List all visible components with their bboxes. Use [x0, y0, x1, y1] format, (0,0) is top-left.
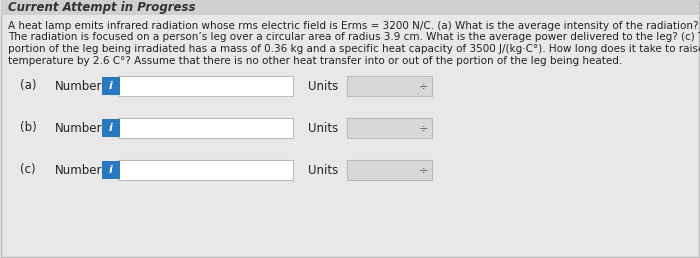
Bar: [347, 160, 432, 180]
Bar: [118, 118, 293, 138]
Text: (a): (a): [20, 79, 36, 93]
Text: ÷: ÷: [419, 123, 428, 133]
Bar: [347, 118, 432, 138]
Text: The radiation is focused on a person’s leg over a circular area of radius 3.9 cm: The radiation is focused on a person’s l…: [8, 33, 700, 43]
Bar: [347, 76, 432, 96]
Text: ÷: ÷: [419, 165, 428, 175]
Text: Number: Number: [55, 122, 102, 134]
FancyBboxPatch shape: [102, 77, 120, 95]
Text: Current Attempt in Progress: Current Attempt in Progress: [8, 2, 195, 14]
Text: Units: Units: [308, 122, 338, 134]
Bar: [118, 76, 293, 96]
Text: Number: Number: [55, 79, 102, 93]
Text: i: i: [109, 165, 113, 175]
Text: Units: Units: [308, 79, 338, 93]
Bar: [118, 160, 293, 180]
Text: i: i: [109, 123, 113, 133]
Text: portion of the leg being irradiated has a mass of 0.36 kg and a specific heat ca: portion of the leg being irradiated has …: [8, 44, 700, 54]
Text: ÷: ÷: [419, 81, 428, 91]
Text: (c): (c): [20, 164, 36, 176]
Text: i: i: [109, 81, 113, 91]
Text: (b): (b): [20, 122, 36, 134]
Text: temperature by 2.6 C°? Assume that there is no other heat transfer into or out o: temperature by 2.6 C°? Assume that there…: [8, 55, 622, 66]
Text: Number: Number: [55, 164, 102, 176]
FancyBboxPatch shape: [102, 161, 120, 179]
FancyBboxPatch shape: [102, 119, 120, 137]
Bar: [1, 0, 699, 15]
Text: Units: Units: [308, 164, 338, 176]
Text: A heat lamp emits infrared radiation whose rms electric field is Erms = 3200 N/C: A heat lamp emits infrared radiation who…: [8, 21, 700, 31]
